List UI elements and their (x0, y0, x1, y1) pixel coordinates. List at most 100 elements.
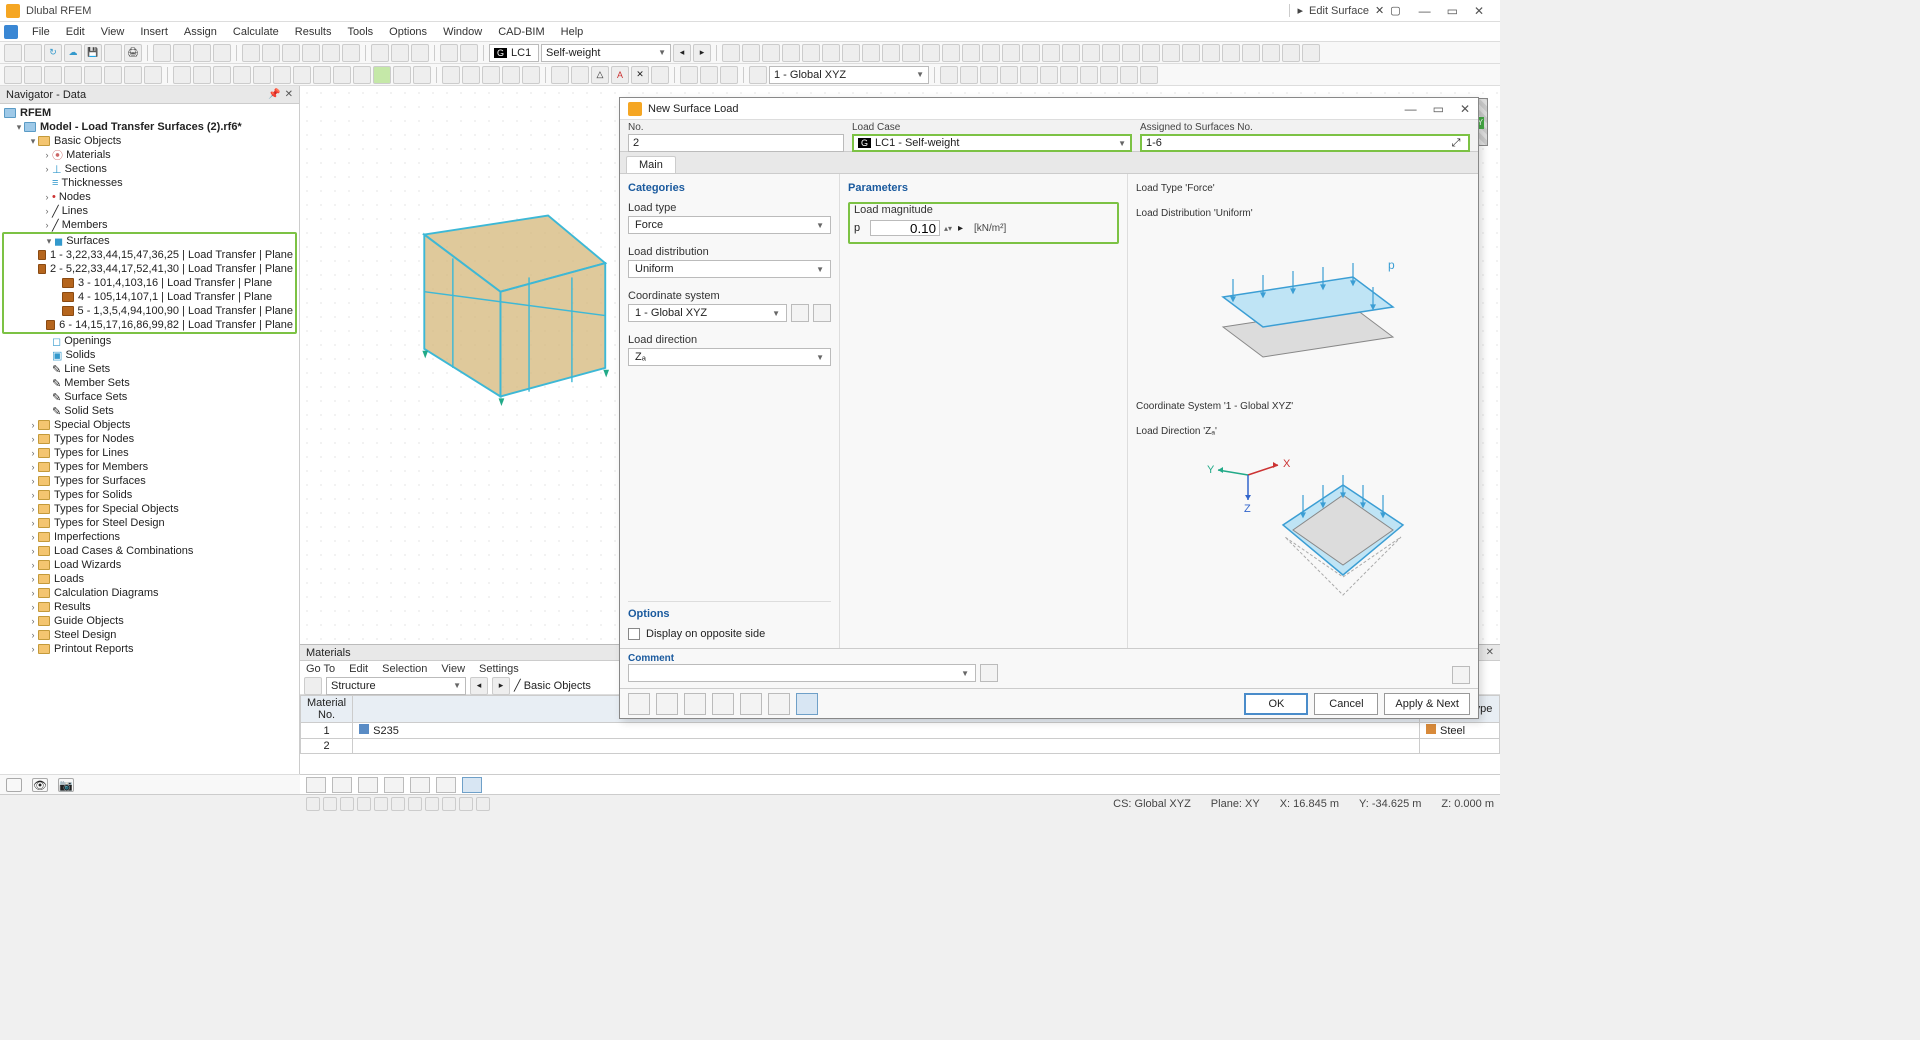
tb2-x[interactable] (482, 66, 500, 84)
panel-pin-icon[interactable]: 📌 (268, 89, 280, 100)
edit-surface-tab[interactable]: ▸ Edit Surface ✕ ▢ (1289, 4, 1409, 17)
tb2-p[interactable] (313, 66, 331, 84)
tb2-aq[interactable] (1060, 66, 1078, 84)
tb-r11-icon[interactable] (922, 44, 940, 62)
tb-r18-icon[interactable] (1062, 44, 1080, 62)
cs-btn-2[interactable] (813, 304, 831, 322)
tb-r9-icon[interactable] (882, 44, 900, 62)
tree-surfacesets[interactable]: ✎ Surface Sets (2, 390, 297, 404)
tb2-ak[interactable] (940, 66, 958, 84)
menu-cadbim[interactable]: CAD-BIM (490, 26, 552, 38)
tb-prev-icon[interactable]: ◂ (673, 44, 691, 62)
lc-name-combo[interactable]: Self-weight ▼ (541, 44, 671, 62)
tb2-ah[interactable] (700, 66, 718, 84)
tb-r2-icon[interactable] (742, 44, 760, 62)
tb2-j[interactable] (193, 66, 211, 84)
tree-folder[interactable]: ›Special Objects (2, 418, 297, 432)
lc-badge-combo[interactable]: G LC1 (489, 44, 539, 62)
tb2-i[interactable] (173, 66, 191, 84)
tb-print-icon[interactable]: 🖨 (124, 44, 142, 62)
tb-grid1-icon[interactable] (242, 44, 260, 62)
tree-folder[interactable]: ›Load Wizards (2, 558, 297, 572)
tree-folder[interactable]: ›Steel Design (2, 628, 297, 642)
tb-r17-icon[interactable] (1042, 44, 1060, 62)
tb2-o[interactable] (293, 66, 311, 84)
dlg-tool-6[interactable] (768, 693, 790, 715)
tb2-ad[interactable]: A (611, 66, 629, 84)
tb2-ar[interactable] (1080, 66, 1098, 84)
tb2-k[interactable] (213, 66, 231, 84)
tree-openings[interactable]: ◻ Openings (2, 334, 297, 348)
tb-tool-c[interactable] (411, 44, 429, 62)
minimize-button[interactable]: — (1419, 4, 1431, 18)
sb2-4[interactable] (357, 797, 371, 811)
tree-folder[interactable]: ›Results (2, 600, 297, 614)
tb2-l[interactable] (233, 66, 251, 84)
p-transfer-icon[interactable]: ▸ (958, 223, 970, 234)
select-surfaces-icon[interactable]: ⤢ (1448, 137, 1464, 150)
comment-combo[interactable]: ▼ (628, 664, 976, 682)
dlg-tool-4[interactable] (712, 693, 734, 715)
tb2-ai[interactable] (720, 66, 738, 84)
sb2-8[interactable] (425, 797, 439, 811)
mat-menu-edit[interactable]: Edit (349, 663, 368, 675)
tb-r1-icon[interactable] (722, 44, 740, 62)
tb-r23-icon[interactable] (1162, 44, 1180, 62)
menu-assign[interactable]: Assign (176, 26, 225, 38)
loadcase-combo[interactable]: G LC1 - Self-weight ▼ (852, 134, 1132, 152)
tb2-h[interactable] (144, 66, 162, 84)
sb2-7[interactable] (408, 797, 422, 811)
tb-saveall-icon[interactable] (104, 44, 122, 62)
tb-r26-icon[interactable] (1222, 44, 1240, 62)
mat-tb-1[interactable] (304, 677, 322, 695)
tb2-ag[interactable] (680, 66, 698, 84)
tb-refresh-icon[interactable]: ↻ (44, 44, 62, 62)
tree-folder[interactable]: ›Types for Solids (2, 488, 297, 502)
tb2-c[interactable] (44, 66, 62, 84)
load-type-combo[interactable]: Force▼ (628, 216, 831, 234)
ok-button[interactable]: OK (1244, 693, 1308, 715)
nav-icon-cam[interactable]: 📷 (58, 778, 74, 792)
tree-folder[interactable]: ›Types for Surfaces (2, 474, 297, 488)
tree-folder[interactable]: ›Printout Reports (2, 642, 297, 656)
tb-next-icon[interactable]: ▸ (693, 44, 711, 62)
mat-tb-next[interactable]: ▸ (492, 677, 510, 695)
mat-menu-view[interactable]: View (441, 663, 465, 675)
tb-r28-icon[interactable] (1262, 44, 1280, 62)
comment-edit-btn[interactable] (980, 664, 998, 682)
tb-r19-icon[interactable] (1082, 44, 1100, 62)
nav-icon-1[interactable] (6, 778, 22, 792)
surface-1[interactable]: 1 - 3,22,33,44,15,47,36,25 | Load Transf… (4, 248, 295, 262)
surface-3[interactable]: 3 - 101,4,103,16 | Load Transfer | Plane (4, 276, 295, 290)
vpt-3[interactable] (358, 777, 378, 793)
tb2-ab[interactable] (571, 66, 589, 84)
tree-folder[interactable]: ›Imperfections (2, 530, 297, 544)
menu-results[interactable]: Results (287, 26, 340, 38)
dlg-tool-3[interactable] (684, 693, 706, 715)
menu-edit[interactable]: Edit (58, 26, 93, 38)
sb2-10[interactable] (459, 797, 473, 811)
menu-file[interactable]: File (24, 26, 58, 38)
tb-r24-icon[interactable] (1182, 44, 1200, 62)
tb-r22-icon[interactable] (1142, 44, 1160, 62)
tb2-w[interactable] (462, 66, 480, 84)
tree-folder[interactable]: ›Types for Special Objects (2, 502, 297, 516)
surface-2[interactable]: 2 - 5,22,33,44,17,52,41,30 | Load Transf… (4, 262, 295, 276)
surface-4[interactable]: 4 - 105,14,107,1 | Load Transfer | Plane (4, 290, 295, 304)
tb2-m[interactable] (253, 66, 271, 84)
tree-members[interactable]: ›╱ Members (2, 218, 297, 232)
tb-grid4-icon[interactable] (302, 44, 320, 62)
sb2-11[interactable] (476, 797, 490, 811)
tb2-b[interactable] (24, 66, 42, 84)
surface-5[interactable]: 5 - 1,3,5,4,94,100,90 | Load Transfer | … (4, 304, 295, 318)
sb2-5[interactable] (374, 797, 388, 811)
dlg-tool-2[interactable] (656, 693, 678, 715)
tb2-am[interactable] (980, 66, 998, 84)
tb-r6-icon[interactable] (822, 44, 840, 62)
cs-combo[interactable]: 1 - Global XYZ▼ (628, 304, 787, 322)
vpt-4[interactable] (384, 777, 404, 793)
tb-r12-icon[interactable] (942, 44, 960, 62)
apply-next-button[interactable]: Apply & Next (1384, 693, 1470, 715)
tree-folder[interactable]: ›Calculation Diagrams (2, 586, 297, 600)
tb2-u[interactable] (413, 66, 431, 84)
